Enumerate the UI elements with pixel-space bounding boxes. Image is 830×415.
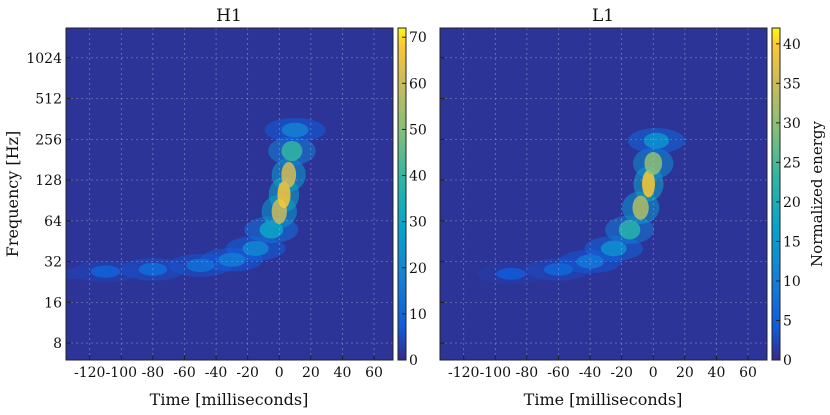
x-tick-label: -80 bbox=[142, 365, 165, 381]
panel-l1: -120 -100 -80 -60 -40 -20 0 20 40 60 L1 Time [mil… bbox=[439, 6, 826, 409]
y-ticks-h1: 8 16 32 64 128 256 512 1024 bbox=[26, 51, 71, 352]
heatmap-cell bbox=[643, 132, 670, 149]
chart-title-h1: H1 bbox=[216, 6, 242, 26]
colorbar-tick-label: 70 bbox=[409, 30, 427, 46]
heatmap-cell bbox=[632, 195, 649, 220]
colorbar-tick-label: 50 bbox=[409, 122, 427, 138]
colorbar-tick-label: 15 bbox=[783, 234, 801, 250]
grid-l1 bbox=[440, 28, 767, 360]
y-ticks-l1 bbox=[440, 57, 445, 344]
heatmap-cell bbox=[277, 181, 291, 209]
heatmap-cell bbox=[281, 122, 309, 138]
heatmap-cell bbox=[259, 220, 284, 239]
y-tick-label: 16 bbox=[44, 295, 62, 311]
colorbar-tick-label: 10 bbox=[409, 307, 427, 323]
y-axis-label-h1: Frequency [Hz] bbox=[3, 131, 22, 258]
heatmap-l1 bbox=[440, 28, 767, 360]
colorbar-ticks-l1: 0 5 10 15 20 25 30 35 40 bbox=[776, 37, 801, 369]
x-tick-label: -40 bbox=[579, 365, 602, 381]
x-tick-label: -20 bbox=[610, 365, 633, 381]
plot-frame-l1 bbox=[439, 27, 768, 361]
colorbar-tick-label: 5 bbox=[783, 313, 792, 329]
colorbar-tick-label: 60 bbox=[409, 76, 427, 92]
x-tick-label: 0 bbox=[649, 365, 658, 381]
x-tick-label: 0 bbox=[275, 365, 284, 381]
x-tick-label: -80 bbox=[516, 365, 539, 381]
heatmap-cell bbox=[281, 140, 303, 161]
x-axis-label-l1: Time [milliseconds] bbox=[524, 390, 683, 409]
x-tick-label: 60 bbox=[739, 365, 757, 381]
y-tick-label: 128 bbox=[35, 173, 62, 189]
colorbar-tick-label: 20 bbox=[409, 261, 427, 277]
colorbar-l1 bbox=[771, 27, 781, 361]
colorbar-tick-label: 35 bbox=[783, 76, 801, 92]
x-tick-label: -100 bbox=[106, 365, 137, 381]
x-tick-label: -60 bbox=[547, 365, 570, 381]
y-tick-label: 1024 bbox=[26, 51, 62, 67]
x-tick-label: 40 bbox=[334, 365, 352, 381]
x-tick-label: -20 bbox=[236, 365, 259, 381]
x-ticks-l1: -120 -100 -80 -60 -40 -20 0 20 40 60 bbox=[448, 355, 757, 381]
heatmap-cell bbox=[90, 265, 121, 278]
colorbar-tick-label: 30 bbox=[409, 215, 427, 231]
colorbar-tick-label: 20 bbox=[783, 195, 801, 211]
x-tick-label: 60 bbox=[365, 365, 383, 381]
heatmap-cell bbox=[242, 240, 269, 256]
x-tick-label: -120 bbox=[448, 365, 479, 381]
heatmap-cell bbox=[618, 220, 641, 240]
colorbar-tick-label: 40 bbox=[783, 37, 801, 53]
x-ticks-h1: -120 -100 -80 -60 -40 -20 0 20 40 60 bbox=[74, 355, 383, 381]
colorbar-tick-label: 0 bbox=[409, 353, 418, 369]
heatmap-cell bbox=[186, 258, 215, 272]
heatmap-cell bbox=[600, 240, 627, 257]
grid-h1 bbox=[66, 28, 393, 360]
colorbar-tick-label: 40 bbox=[409, 169, 427, 185]
panel-h1: -120 -100 -80 -60 -40 -20 0 20 40 60 8 16 32 64 128 25… bbox=[3, 6, 427, 409]
colorbar-tick-label: 10 bbox=[783, 274, 801, 290]
x-tick-label: 20 bbox=[302, 365, 320, 381]
x-tick-label: -40 bbox=[205, 365, 228, 381]
y-tick-label: 8 bbox=[53, 336, 62, 352]
heatmap-cell bbox=[496, 267, 527, 280]
colorbar-tick-label: 0 bbox=[783, 353, 792, 369]
x-tick-label: -120 bbox=[74, 365, 105, 381]
y-tick-label: 256 bbox=[35, 132, 62, 148]
plot-frame-h1 bbox=[65, 27, 394, 361]
colorbar-tick-label: 25 bbox=[783, 155, 801, 171]
x-tick-label: 40 bbox=[708, 365, 726, 381]
x-tick-label: -60 bbox=[173, 365, 196, 381]
colorbar-h1 bbox=[397, 27, 407, 361]
y-tick-label: 32 bbox=[44, 255, 62, 271]
heatmap-background bbox=[440, 28, 767, 360]
y-tick-label: 512 bbox=[35, 92, 62, 108]
colorbar-label-l1: Normalized energy bbox=[808, 121, 826, 267]
x-tick-label: -100 bbox=[480, 365, 511, 381]
chart-title-l1: L1 bbox=[592, 6, 614, 26]
heatmap-cell bbox=[66, 268, 90, 280]
x-tick-label: 20 bbox=[676, 365, 694, 381]
heatmap-cell bbox=[281, 162, 297, 188]
colorbar-tick-label: 30 bbox=[783, 116, 801, 132]
heatmap-background bbox=[66, 28, 393, 360]
y-tick-label: 64 bbox=[44, 214, 62, 230]
heatmap-h1 bbox=[66, 28, 393, 360]
colorbar-ticks-h1: 0 10 20 30 40 50 60 70 bbox=[402, 30, 427, 369]
heatmap-cell bbox=[218, 252, 246, 267]
heatmap-cell bbox=[642, 170, 655, 198]
x-axis-label-h1: Time [milliseconds] bbox=[150, 390, 309, 409]
